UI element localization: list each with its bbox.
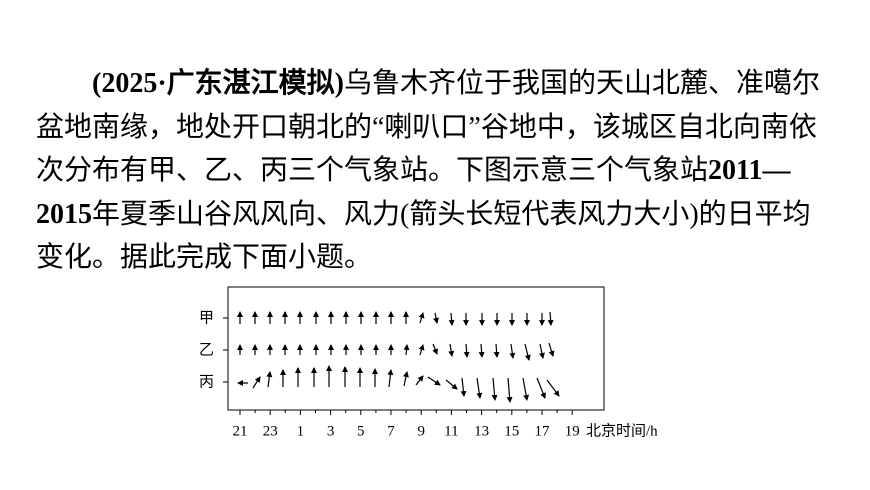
x-tick-label: 5 xyxy=(357,423,365,439)
question-text: (2025·广东湛江模拟)乌鲁木齐位于我国的天山北麓、准噶尔盆地南缘，地处开口朝… xyxy=(36,62,836,280)
x-tick-label: 11 xyxy=(444,423,458,439)
x-tick-label: 3 xyxy=(327,423,335,439)
arrows-bing xyxy=(237,365,560,403)
row-label: 丙 xyxy=(199,374,214,390)
x-tick-label: 13 xyxy=(474,423,489,439)
x-tick-label: 9 xyxy=(417,423,425,439)
arrows-yi xyxy=(237,342,555,361)
row-label: 甲 xyxy=(199,310,214,326)
plot-frame xyxy=(227,286,605,411)
x-tick-label: 7 xyxy=(387,423,395,439)
x-tick-label: 15 xyxy=(504,423,519,439)
row-label: 乙 xyxy=(199,342,214,358)
x-tick-label: 1 xyxy=(297,423,305,439)
text: 年夏季山谷风风向、风力(箭头长短代表风力大小)的日平均变化。据此完成下面小题。 xyxy=(36,198,811,274)
x-axis-label: 北京时间/h xyxy=(586,422,658,439)
x-tick-label: 21 xyxy=(233,423,248,439)
arrows-jia xyxy=(237,311,554,326)
x-tick-label: 19 xyxy=(565,423,580,439)
years: 2011—2015 xyxy=(36,155,791,230)
x-tick-label: 23 xyxy=(263,423,278,439)
x-tick-label: 17 xyxy=(535,423,551,439)
text: 乌鲁木齐位于我国的天山北麓、准噶尔盆地南缘，地处开口朝北的“喇叭口”谷地中，该城… xyxy=(36,68,821,186)
axis-ticks xyxy=(223,317,573,415)
source: (2025·广东湛江模拟) xyxy=(92,68,344,99)
